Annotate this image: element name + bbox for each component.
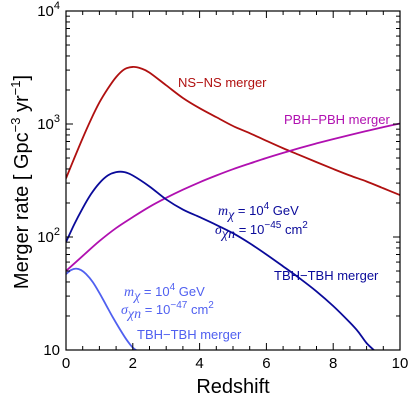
- x-tick-label: 4: [195, 355, 203, 372]
- y-tick-label: 102: [37, 226, 60, 246]
- tbh1-params: mχ = 104 GeV σχn = 10−45 cm2: [215, 201, 308, 242]
- ticks-layer: 0 2 4 6 8 10 10 102 103 104: [37, 0, 408, 372]
- x-axis-title: Redshift: [196, 376, 270, 398]
- tbh2-cross-section-param: σχn = 10−47 cm2: [121, 300, 214, 322]
- x-tick-label: 10: [392, 355, 409, 372]
- series-line-2: [66, 170, 376, 350]
- x-tick-label: 2: [129, 355, 137, 372]
- series-layer: [66, 66, 400, 350]
- tbh-tbh-label-1: TBH−TBH merger: [274, 268, 379, 283]
- series-line-1: [66, 122, 400, 272]
- tbh2-params: mχ = 104 GeV σχn = 10−47 cm2: [121, 282, 214, 322]
- x-tick-label: 0: [62, 355, 70, 372]
- y-tick-label: 103: [37, 113, 60, 133]
- ns-ns-label: NS−NS merger: [178, 75, 267, 90]
- y-tick-label: 104: [37, 0, 60, 20]
- y-tick-label: 10: [43, 342, 60, 359]
- x-tick-label: 6: [262, 355, 270, 372]
- plot-frame: [65, 10, 401, 351]
- tbh1-mass-param: mχ = 104 GeV: [218, 201, 299, 223]
- y-axis-title: Merger rate [ Gpc−3 yr−1]: [8, 75, 33, 289]
- series-line-0: [66, 66, 400, 196]
- tbh-tbh-label-2: TBH−TBH merger: [137, 327, 242, 342]
- tbh1-cross-section-param: σχn = 10−45 cm2: [215, 220, 308, 242]
- tbh2-mass-param: mχ = 104 GeV: [124, 282, 205, 304]
- x-tick-label: 8: [329, 355, 337, 372]
- pbh-pbh-label: PBH−PBH merger: [284, 112, 391, 127]
- series-line-3: [66, 267, 138, 350]
